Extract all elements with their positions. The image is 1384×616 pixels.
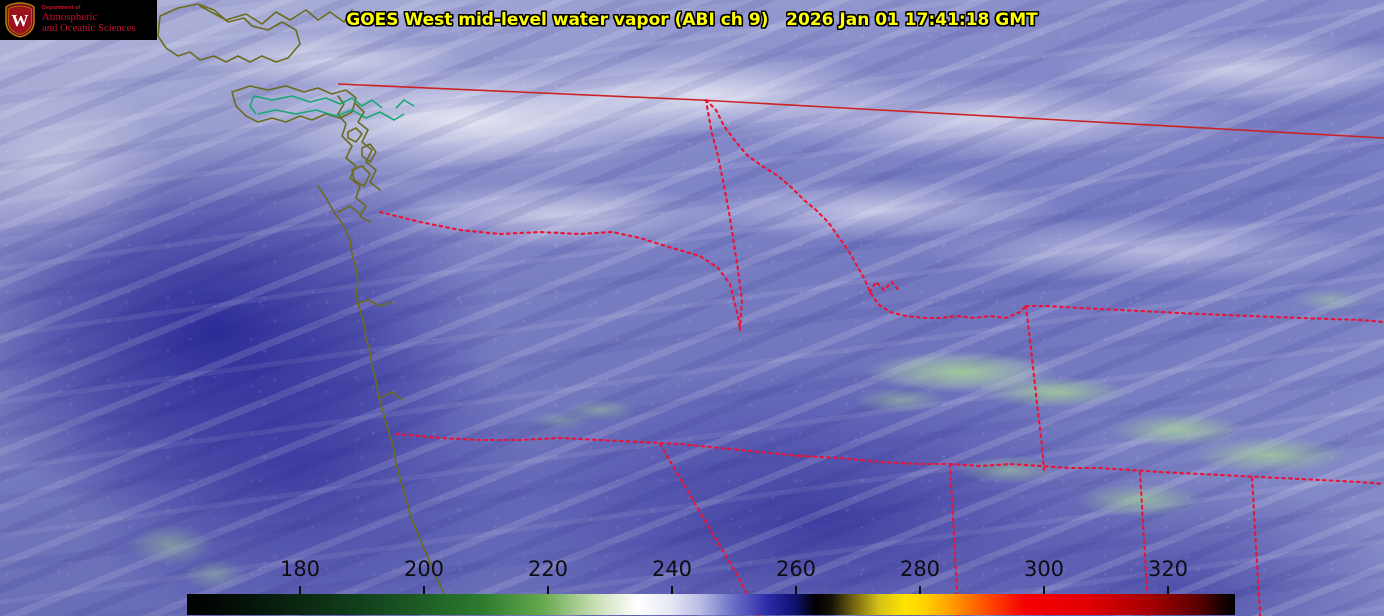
colorbar-label-320: 320	[1147, 557, 1189, 581]
colorbar-tick-labels: 180 200 220 240 260 280 300 320	[0, 556, 1384, 586]
logo-line-atmospheric: Atmospheric	[42, 12, 98, 24]
uw-aos-logo: W Department of Atmospheric and Oceanic …	[0, 0, 157, 40]
colorbar-label-180: 180	[279, 557, 321, 581]
colorbar: 180 200 220 240 260 280 300 320	[0, 556, 1384, 616]
colorbar-label-280: 280	[899, 557, 941, 581]
uw-crest-icon: W	[5, 2, 35, 38]
colorbar-tick-marks	[0, 586, 1384, 594]
logo-department-label: Department of	[42, 4, 81, 11]
colorbar-tick-240	[671, 586, 673, 594]
logo-text-block: Department of Atmospheric and Oceanic Sc…	[42, 4, 136, 35]
colorbar-gradient	[187, 594, 1235, 615]
colorbar-tick-220	[547, 586, 549, 594]
colorbar-label-220: 220	[527, 557, 569, 581]
colorbar-tick-320	[1167, 586, 1169, 594]
colorbar-label-240: 240	[651, 557, 693, 581]
colorbar-label-200: 200	[403, 557, 445, 581]
colorbar-tick-280	[919, 586, 921, 594]
svg-text:W: W	[12, 11, 29, 30]
colorbar-tick-260	[795, 586, 797, 594]
colorbar-label-300: 300	[1023, 557, 1065, 581]
colorbar-tick-180	[299, 586, 301, 594]
colorbar-tick-200	[423, 586, 425, 594]
logo-line-oceanic: and Oceanic Sciences	[42, 23, 136, 35]
colorbar-label-260: 260	[775, 557, 817, 581]
colorbar-tick-300	[1043, 586, 1045, 594]
